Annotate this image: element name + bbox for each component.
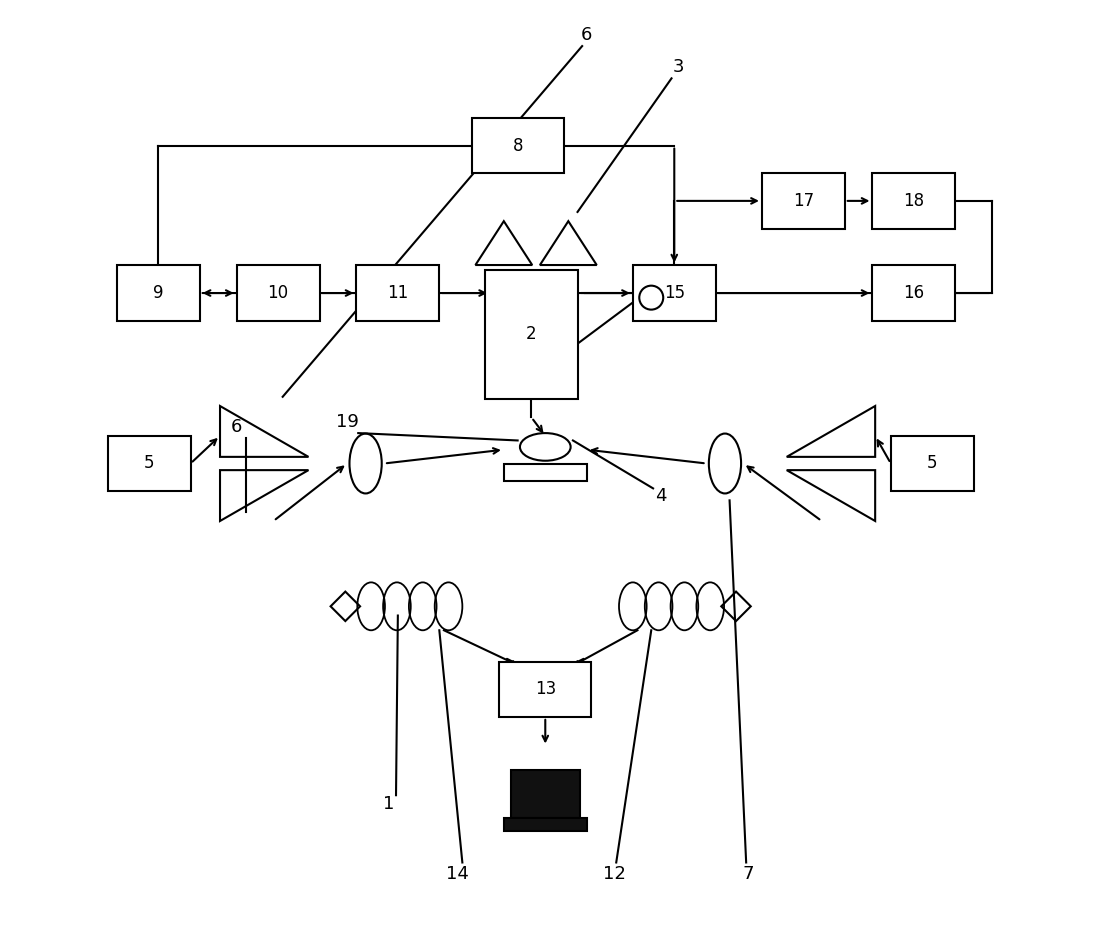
FancyBboxPatch shape: [762, 173, 845, 229]
Text: 8: 8: [512, 136, 522, 155]
FancyBboxPatch shape: [503, 819, 587, 832]
FancyBboxPatch shape: [236, 265, 319, 321]
FancyBboxPatch shape: [891, 436, 974, 491]
Text: 18: 18: [904, 192, 925, 210]
Text: 19: 19: [336, 413, 358, 431]
Text: 6: 6: [581, 26, 592, 44]
FancyBboxPatch shape: [499, 662, 591, 717]
Text: 7: 7: [742, 865, 754, 883]
FancyBboxPatch shape: [356, 265, 439, 321]
FancyBboxPatch shape: [471, 118, 563, 173]
Text: 10: 10: [267, 284, 288, 302]
Text: 5: 5: [927, 454, 937, 473]
Text: 15: 15: [663, 284, 685, 302]
Text: 4: 4: [654, 487, 667, 504]
Bar: [503, 464, 587, 481]
Text: 2: 2: [526, 325, 537, 344]
FancyBboxPatch shape: [873, 173, 955, 229]
Text: 1: 1: [383, 795, 395, 813]
FancyBboxPatch shape: [486, 270, 578, 399]
Text: 13: 13: [535, 680, 556, 698]
Text: 17: 17: [793, 192, 814, 210]
FancyBboxPatch shape: [116, 265, 200, 321]
FancyBboxPatch shape: [108, 436, 191, 491]
Text: 14: 14: [446, 865, 469, 883]
Text: 9: 9: [153, 284, 163, 302]
FancyBboxPatch shape: [511, 770, 580, 819]
Text: 5: 5: [144, 454, 154, 473]
Text: 11: 11: [387, 284, 408, 302]
FancyBboxPatch shape: [633, 265, 715, 321]
Text: 6: 6: [231, 418, 242, 436]
Text: 12: 12: [603, 865, 625, 883]
FancyBboxPatch shape: [873, 265, 955, 321]
Text: 16: 16: [904, 284, 925, 302]
Text: 3: 3: [673, 58, 684, 76]
